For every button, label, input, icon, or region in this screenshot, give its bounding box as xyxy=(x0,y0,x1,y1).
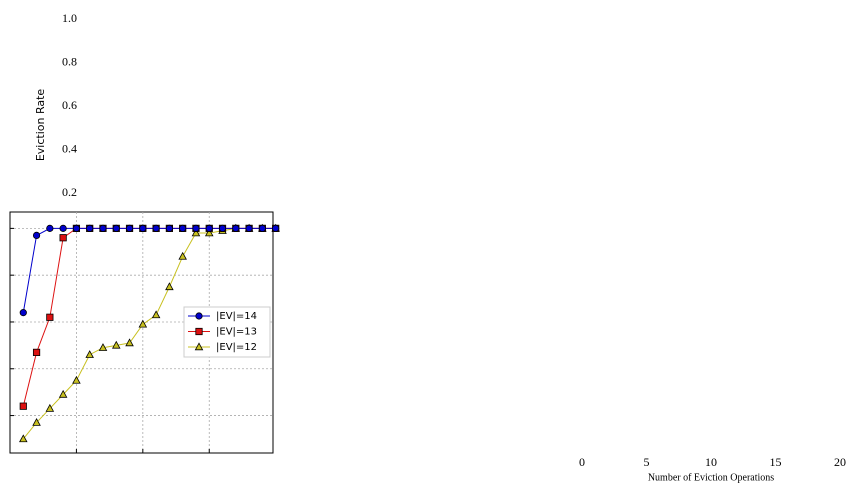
y-tick-label: 0.6 xyxy=(62,98,77,112)
point xyxy=(32,417,41,426)
point xyxy=(98,343,108,351)
legend-marker xyxy=(194,342,204,351)
point xyxy=(152,224,160,232)
point xyxy=(58,389,68,398)
point xyxy=(205,224,213,232)
legend-label: |EV|=14 xyxy=(216,311,257,322)
legend-marker xyxy=(195,312,203,320)
point xyxy=(272,224,280,232)
point xyxy=(32,231,41,239)
x-tick-label: 10 xyxy=(705,455,717,469)
point xyxy=(19,434,28,443)
point xyxy=(258,224,266,232)
legend-marker xyxy=(195,327,203,336)
point xyxy=(46,313,54,321)
point xyxy=(46,224,54,232)
point xyxy=(125,224,134,232)
x-axis-label: Number of Eviction Operations xyxy=(648,472,774,483)
point xyxy=(192,224,200,232)
point xyxy=(178,251,187,260)
point xyxy=(72,375,81,384)
x-tick-label: 20 xyxy=(834,455,846,469)
point xyxy=(59,234,67,242)
point xyxy=(19,402,27,410)
point xyxy=(72,224,81,232)
legend-label: |EV|=13 xyxy=(216,327,257,338)
point xyxy=(232,224,240,232)
x-tick-label: 5 xyxy=(644,455,650,469)
y-tick-label: 0.8 xyxy=(62,54,77,68)
y-axis-label: Eviction Rate xyxy=(34,89,47,162)
point xyxy=(138,319,148,328)
point xyxy=(111,340,121,349)
point xyxy=(191,228,201,237)
point xyxy=(125,338,134,347)
point xyxy=(99,224,107,232)
point xyxy=(165,282,174,291)
point xyxy=(218,224,227,232)
x-tick-label: 15 xyxy=(770,455,782,469)
legend-label: |EV|=12 xyxy=(216,342,257,353)
point xyxy=(165,224,173,232)
point xyxy=(204,228,214,237)
point xyxy=(151,310,161,319)
point xyxy=(139,224,147,232)
y-tick-label: 0.2 xyxy=(62,185,77,199)
point xyxy=(19,309,27,317)
point xyxy=(59,224,67,232)
y-tick-label: 1.0 xyxy=(62,11,77,25)
y-tick-label: 0.4 xyxy=(62,141,77,155)
point xyxy=(245,224,253,232)
point xyxy=(45,403,55,412)
point xyxy=(112,224,120,232)
plot-frame xyxy=(9,211,274,454)
point xyxy=(32,348,41,356)
x-tick-label: 0 xyxy=(579,455,585,469)
point xyxy=(86,224,94,232)
point xyxy=(179,224,187,232)
series xyxy=(19,224,280,317)
point xyxy=(85,350,94,358)
